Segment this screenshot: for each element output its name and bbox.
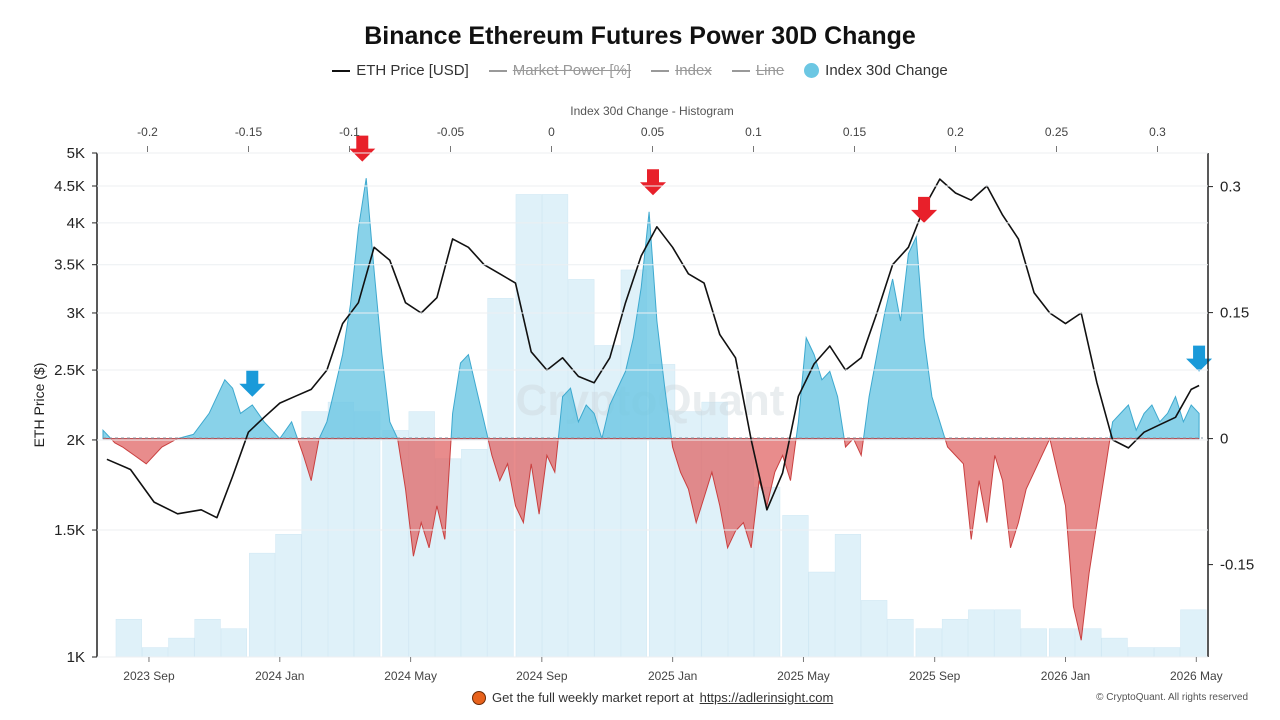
chart-title: Binance Ethereum Futures Power 30D Chang… (364, 22, 916, 50)
blue-down-arrow-icon (1186, 345, 1213, 372)
right-tick-label: 0.3 (1220, 179, 1241, 196)
histogram-bar (249, 552, 276, 658)
left-tick-label: 5K (67, 145, 85, 162)
footer-text: Get the full weekly market report at (492, 690, 694, 705)
x-tick-label: 2024 May (384, 669, 437, 683)
top-tick-label: -0.1 (339, 125, 360, 139)
left-tick-label: 1K (67, 649, 85, 666)
negative-area (103, 437, 1200, 641)
histogram-bar (782, 515, 809, 658)
left-tick-label: 2.5K (54, 362, 85, 379)
x-tick-label: 2025 Sep (909, 669, 961, 683)
red-down-arrow-icon (349, 135, 376, 162)
histogram-bar (994, 609, 1021, 658)
left-tick-label: 2K (67, 432, 85, 449)
histogram-bar (461, 449, 488, 658)
histogram-bar (568, 279, 595, 658)
line-swatch-icon (488, 69, 507, 72)
histogram-bar (1127, 647, 1154, 658)
legend-item-index-30d-change[interactable]: Index 30d Change (804, 62, 948, 79)
right-tick-label: 0 (1220, 431, 1228, 448)
index-change-area-layer (102, 178, 1200, 641)
histogram-bar (1101, 637, 1128, 658)
left-tick-label: 4K (67, 215, 85, 232)
histogram-bar (515, 194, 542, 658)
axes: ETH Price ($) Index 30d Change - Histogr… (31, 104, 1254, 683)
red-down-arrow-icon (640, 169, 666, 196)
footer: Get the full weekly market report at htt… (472, 690, 833, 705)
legend-label: ETH Price [USD] (356, 62, 469, 79)
legend-item-index[interactable]: Index (651, 62, 712, 79)
line-swatch-icon (651, 69, 670, 72)
copyright: © CryptoQuant. All rights reserved (1096, 692, 1248, 703)
red-down-arrow-icon (911, 196, 938, 223)
top-tick-label: 0.25 (1045, 125, 1069, 139)
legend-label: Line (755, 62, 785, 79)
histogram-bar (754, 486, 781, 658)
histogram-bar (861, 600, 888, 658)
legend-label: Market Power [%] (512, 62, 632, 79)
right-tick-label: -0.15 (1220, 557, 1254, 574)
histogram-bar (1048, 628, 1076, 658)
top-tick-label: 0.1 (745, 125, 762, 139)
x-tick-label: 2025 May (777, 669, 830, 683)
x-tick-label: 2024 Sep (516, 669, 568, 683)
x-tick-label: 2025 Jan (648, 669, 697, 683)
legend-item-eth-price[interactable]: ETH Price [USD] (332, 62, 469, 79)
histogram-bar (808, 571, 835, 658)
legend-item-line[interactable]: Line (731, 62, 785, 79)
x-tick-label: 2024 Jan (255, 669, 304, 683)
histogram-bar (141, 647, 169, 658)
top-tick-label: 0 (548, 125, 555, 139)
histogram-bar (275, 534, 302, 658)
legend: ETH Price [USD] Market Power [%] Index L… (0, 62, 1280, 79)
x-tick-label: 2026 May (1170, 669, 1223, 683)
left-axis-label: ETH Price ($) (31, 363, 47, 448)
top-axis-label: Index 30d Change - Histogram (570, 104, 733, 118)
histogram-bar (834, 534, 862, 658)
left-tick-label: 1.5K (54, 522, 85, 539)
histogram-bar (1020, 628, 1047, 658)
left-tick-label: 3K (67, 305, 85, 322)
histogram-bar (887, 618, 914, 658)
top-tick-label: -0.2 (137, 125, 158, 139)
legend-label: Index 30d Change (825, 62, 948, 79)
chart-canvas: CryptoQuant ETH Price ($) Index 30d Chan… (31, 104, 1254, 683)
x-tick-label: 2023 Sep (123, 669, 175, 683)
report-dot-icon (472, 690, 486, 705)
histogram-bar (1180, 609, 1207, 658)
histogram-bar (941, 618, 969, 658)
positive-area (102, 178, 1200, 441)
top-tick-label: 0.3 (1149, 125, 1166, 139)
left-tick-label: 4.5K (54, 178, 85, 195)
right-tick-label: 0.15 (1220, 305, 1249, 322)
top-tick-label: -0.15 (235, 125, 263, 139)
top-tick-label: 0.2 (947, 125, 964, 139)
histogram-bar (915, 628, 942, 658)
top-tick-label: 0.05 (641, 125, 665, 139)
eth-price-line (106, 178, 1200, 519)
arrow-annotations (239, 135, 1213, 397)
blue-down-arrow-icon (239, 370, 266, 397)
top-tick-label: 0.15 (843, 125, 867, 139)
histogram-bar (1154, 647, 1181, 658)
line-swatch-icon (731, 69, 750, 72)
histogram-bar (354, 411, 381, 658)
price-line-layer (106, 178, 1200, 519)
legend-item-market-power[interactable]: Market Power [%] (488, 62, 632, 79)
x-tick-label: 2026 Jan (1041, 669, 1090, 683)
left-tick-label: 3.5K (54, 257, 85, 274)
line-swatch-icon (332, 69, 351, 72)
histogram-bar (115, 618, 142, 658)
legend-label: Index (675, 62, 712, 79)
dot-swatch-icon (804, 63, 820, 78)
histogram-bar (168, 637, 195, 658)
histogram-bar (968, 609, 995, 658)
top-tick-label: -0.05 (437, 125, 465, 139)
report-link[interactable]: https://adlerinsight.com (699, 690, 834, 705)
histogram-bar (194, 618, 221, 658)
histogram-bar (220, 628, 247, 658)
